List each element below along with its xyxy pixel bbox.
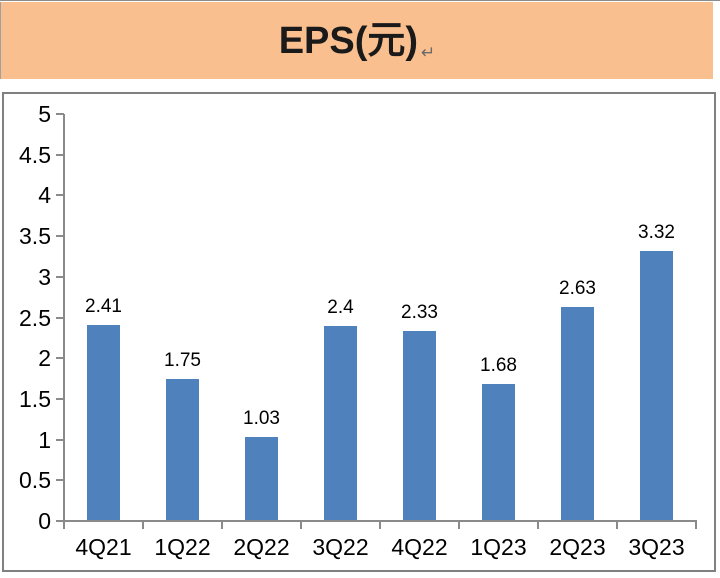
chart-title: EPS(元) [278,19,419,62]
x-axis-line [63,520,697,522]
y-axis-tick [56,397,64,400]
y-tick-label: 3 [38,263,51,290]
paragraph-return-mark: ↵ [421,43,436,62]
bar [166,378,199,521]
y-axis-tick [56,113,64,115]
y-tick-label: 0.5 [19,467,51,494]
chart-area: 0 0.5 1 1.5 2 2.5 3 3.5 4 4.5 5 2.41 4Q21 1.75 1Q22 1.0… [2,92,716,572]
top-border-line [0,0,720,1]
y-axis-tick [56,275,64,278]
y-axis-line [63,114,65,529]
y-tick-label: 4.5 [19,141,51,168]
y-tick-label: 1 [38,426,51,453]
x-axis-tick [221,521,223,529]
y-tick-label: 2.5 [19,304,51,331]
y-axis-tick [56,153,64,156]
y-tick-label: 2 [38,345,51,372]
bar [482,384,515,521]
chart-title-band: EPS(元) ↵ [0,2,713,79]
x-axis-tick [537,521,539,529]
bar-value-label: 1.03 [243,408,280,430]
bar [245,437,278,521]
y-axis-tick [56,194,64,197]
bar [87,324,120,521]
y-tick-label: 5 [38,101,51,127]
bar-value-label: 1.75 [164,349,201,371]
y-axis-tick [56,357,64,360]
bar-value-label: 2.4 [327,296,354,318]
x-tick-label: 3Q23 [628,534,685,560]
x-axis-tick [300,521,302,529]
y-tick-label: 4 [38,182,51,209]
y-axis-tick [56,316,64,319]
x-axis-tick [142,521,144,529]
x-axis-tick [616,521,618,529]
y-axis-tick [56,235,64,238]
y-axis-tick [56,438,64,441]
bar-value-label: 3.32 [638,221,675,243]
bar-value-label: 2.33 [401,302,438,324]
y-tick-label: 1.5 [19,385,51,412]
x-axis-tick [695,521,697,529]
plot-region: 0 0.5 1 1.5 2 2.5 3 3.5 4 4.5 5 2.41 4Q21 1.75 1Q22 1.0… [4,94,714,570]
bar-value-label: 1.68 [480,355,517,377]
x-tick-label: 2Q23 [549,534,606,560]
y-axis-tick [56,520,64,522]
bar-value-label: 2.41 [85,295,122,317]
x-tick-label: 4Q22 [391,534,448,560]
bar-value-label: 2.63 [559,277,596,299]
x-tick-label: 1Q22 [154,534,211,560]
y-tick-label: 3.5 [19,223,51,250]
bar [640,250,673,521]
x-tick-label: 3Q22 [312,534,369,560]
bar [561,306,594,521]
x-tick-label: 1Q23 [470,534,527,560]
bar [403,331,436,521]
x-tick-label: 4Q21 [75,534,132,560]
y-tick-label: 0 [38,508,51,534]
x-tick-label: 2Q22 [233,534,290,560]
x-axis-tick [458,521,460,529]
x-axis-tick [379,521,381,529]
y-axis-tick [56,479,64,482]
bar [324,325,357,521]
